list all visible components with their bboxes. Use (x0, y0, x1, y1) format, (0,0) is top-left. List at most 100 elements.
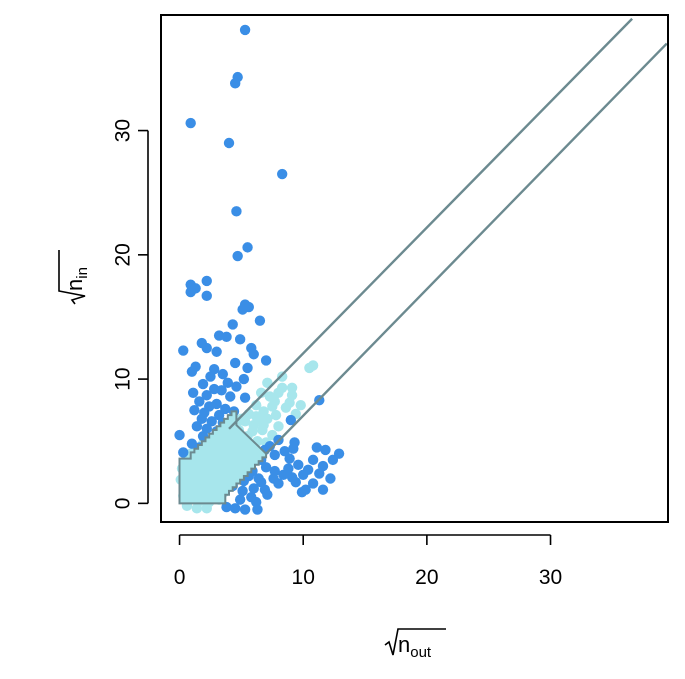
data-point (269, 465, 280, 477)
data-point (225, 391, 236, 402)
data-point (248, 349, 259, 360)
data-point (247, 426, 258, 437)
data-point (288, 443, 299, 454)
data-point (229, 78, 241, 89)
x-tick-label: 0 (174, 566, 186, 589)
data-point (285, 414, 297, 426)
data-point (260, 462, 272, 473)
y-tick-label: 10 (111, 367, 134, 390)
y-tick-label: 30 (111, 119, 134, 142)
data-point (252, 504, 263, 515)
plot-frame (160, 14, 669, 523)
data-point (239, 504, 251, 515)
data-point (201, 275, 212, 287)
data-point (248, 483, 259, 494)
data-point (284, 397, 295, 408)
svg-text:nout: nout (398, 632, 432, 661)
data-point (201, 390, 212, 401)
x-tick-label: 20 (415, 566, 438, 589)
data-point (237, 485, 248, 497)
data-point (283, 463, 294, 474)
data-point (270, 409, 282, 421)
y-axis-label-base: n (62, 279, 87, 291)
data-point (238, 373, 250, 385)
data-point (216, 385, 227, 396)
data-point (229, 357, 241, 369)
data-point (317, 484, 329, 495)
data-point (201, 342, 212, 354)
data-point (206, 416, 217, 427)
data-point (178, 447, 189, 458)
reference-line (228, 17, 633, 430)
data-point (317, 460, 329, 472)
x-tick-label: 30 (539, 566, 562, 589)
data-point (205, 371, 216, 382)
data-point (221, 501, 232, 513)
x-tick-label: 10 (292, 566, 315, 589)
data-point (239, 24, 251, 36)
step-region-outline (178, 410, 268, 505)
reference-line (265, 42, 668, 455)
data-point (231, 381, 242, 392)
x-axis: 0 10 20 30 (174, 534, 562, 589)
x-axis-label-sub: out (410, 644, 432, 661)
data-point (325, 473, 336, 484)
data-point (296, 486, 308, 498)
data-point (293, 459, 304, 471)
data-point (327, 454, 339, 466)
data-point (273, 478, 284, 489)
data-point (273, 387, 284, 398)
data-point (286, 382, 298, 393)
data-point (253, 413, 264, 425)
data-point (307, 478, 319, 489)
sqrt-symbol (58, 250, 86, 305)
data-point (307, 454, 319, 466)
data-point (234, 334, 246, 345)
data-point (239, 392, 251, 403)
y-axis-label-sub: in (74, 267, 91, 279)
data-point (231, 206, 242, 217)
data-point (267, 401, 278, 412)
data-point (196, 413, 208, 425)
data-point (255, 387, 267, 398)
data-point (255, 477, 267, 488)
data-point (234, 494, 246, 505)
svg-text:nin: nin (62, 267, 91, 291)
data-point (298, 469, 309, 480)
data-point (229, 503, 241, 514)
data-point (222, 377, 233, 389)
data-point (290, 477, 301, 488)
data-point (174, 429, 185, 441)
data-point (262, 489, 273, 500)
data-point (242, 362, 253, 374)
y-tick-label: 20 (111, 243, 134, 266)
data-point (262, 377, 273, 389)
y-axis: 0 10 20 30 (111, 119, 149, 510)
data-point (227, 319, 238, 330)
data-point (197, 378, 209, 390)
reference-lines (228, 17, 668, 455)
data-point (185, 286, 196, 298)
data-point (201, 503, 212, 514)
data-point (260, 355, 272, 366)
data-point (223, 137, 235, 149)
data-point (295, 399, 306, 411)
x-axis-label-base: n (398, 632, 410, 657)
data-point (237, 304, 248, 315)
data-point (211, 346, 222, 357)
sqrt-symbol (384, 628, 446, 656)
data-point (189, 404, 200, 416)
data-point (242, 242, 253, 253)
data-point (217, 368, 229, 380)
y-tick-label: 0 (111, 498, 134, 510)
data-point (273, 421, 284, 432)
data-point (279, 445, 290, 457)
data-point (276, 371, 288, 382)
data-point (311, 442, 323, 453)
data-point (185, 117, 196, 129)
data-point (232, 250, 243, 262)
x-axis-label: nout (384, 628, 446, 661)
data-point (194, 396, 205, 407)
data-point (239, 416, 251, 427)
data-point (187, 387, 199, 398)
